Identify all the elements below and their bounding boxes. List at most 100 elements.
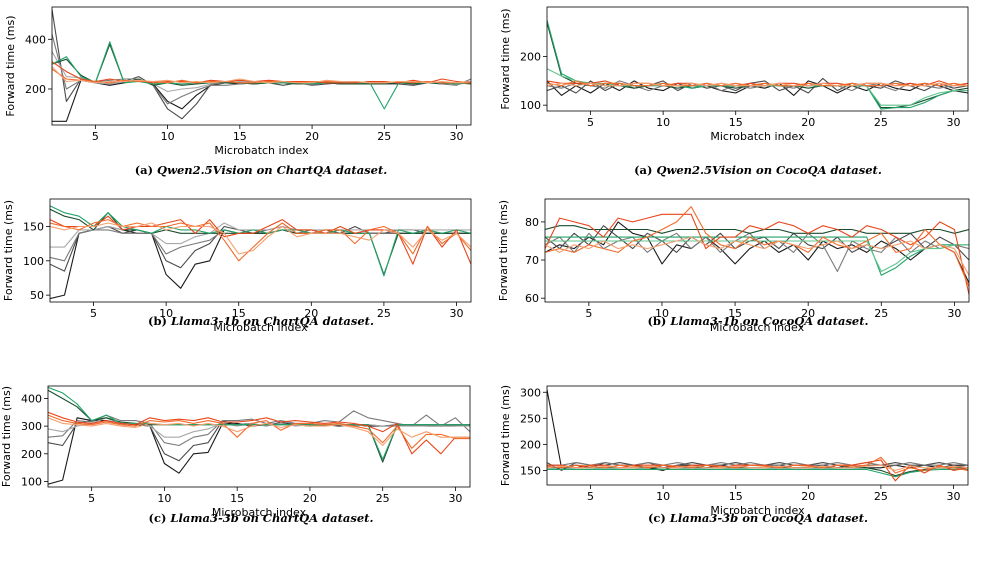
x-tick-label: 10 bbox=[656, 116, 670, 129]
series-line-9 bbox=[547, 82, 968, 87]
y-tick-label: 200 bbox=[21, 448, 42, 461]
x-axis-label: Microbatch index bbox=[212, 506, 307, 519]
y-axis-label: Forward time (ms) bbox=[0, 386, 13, 487]
x-tick-label: 10 bbox=[159, 307, 173, 320]
x-tick-label: 30 bbox=[946, 490, 960, 503]
x-tick-label: 30 bbox=[449, 307, 463, 320]
x-tick-label: 30 bbox=[946, 116, 960, 129]
plot-frame bbox=[49, 198, 472, 303]
x-tick-label: 5 bbox=[585, 307, 592, 320]
series-line-5 bbox=[547, 19, 968, 110]
y-tick-label: 70 bbox=[525, 254, 539, 267]
plot-frame bbox=[51, 6, 472, 126]
subfigure-caption: (a) Qwen2.5Vision on ChartQA dataset. bbox=[135, 163, 388, 177]
x-tick-label: 5 bbox=[88, 492, 95, 505]
y-tick-label: 400 bbox=[21, 392, 42, 405]
series-line-7 bbox=[547, 456, 968, 474]
x-tick-label: 10 bbox=[656, 490, 670, 503]
series-line-7 bbox=[50, 215, 471, 265]
y-tick-label: 200 bbox=[25, 83, 46, 96]
y-axis-label: Forward time (ms) bbox=[497, 200, 510, 301]
series-line-8 bbox=[50, 219, 471, 262]
y-axis-label: Forward time (ms) bbox=[2, 200, 15, 301]
chart-b-cocoqa: 5 10 15 20 25 30 60 70 80 Microbatch index Forward… bbox=[497, 198, 970, 334]
x-tick-label: 10 bbox=[157, 492, 171, 505]
plot-frame bbox=[546, 6, 969, 112]
y-tick-label: 200 bbox=[520, 51, 541, 64]
y-tick-label: 400 bbox=[25, 33, 46, 46]
series-line-6 bbox=[52, 41, 471, 110]
series-line-5 bbox=[545, 236, 969, 276]
x-axis-label: Microbatch index bbox=[710, 321, 805, 334]
x-tick-label: 5 bbox=[587, 490, 594, 503]
series-group bbox=[547, 389, 968, 482]
x-tick-label: 25 bbox=[377, 130, 391, 143]
series-line-3 bbox=[50, 229, 471, 262]
x-axis-label: Microbatch index bbox=[710, 130, 805, 143]
plot-frame bbox=[47, 385, 471, 488]
series-line-7 bbox=[48, 411, 470, 455]
x-tick-label: 30 bbox=[448, 492, 462, 505]
series-line-8 bbox=[545, 206, 969, 287]
series-line-1 bbox=[52, 79, 471, 122]
series-line-3 bbox=[52, 34, 471, 105]
x-tick-label: 20 bbox=[801, 490, 815, 503]
y-axis-label: Forward time (ms) bbox=[499, 385, 512, 486]
x-axis-label: Microbatch index bbox=[710, 504, 805, 517]
x-tick-label: 15 bbox=[728, 307, 742, 320]
y-tick-label: 80 bbox=[525, 216, 539, 229]
x-axis-label: Microbatch index bbox=[214, 144, 309, 157]
series-line-5 bbox=[52, 43, 471, 86]
series-group bbox=[48, 386, 470, 485]
series-group bbox=[547, 19, 968, 110]
x-tick-label: 15 bbox=[729, 116, 743, 129]
series-line-3 bbox=[48, 410, 470, 447]
series-line-1 bbox=[50, 225, 471, 300]
x-tick-label: 20 bbox=[801, 116, 815, 129]
y-axis-label: Forward time (ms) bbox=[499, 8, 512, 109]
plot-frame bbox=[544, 198, 970, 303]
x-tick-label: 15 bbox=[232, 307, 246, 320]
series-line-7 bbox=[545, 213, 969, 295]
series-group bbox=[50, 205, 471, 300]
chart-b-chartqa: 5 10 15 20 25 30 50 100 150 Microbatch index Forwa… bbox=[2, 198, 472, 334]
series-line-1 bbox=[547, 389, 968, 471]
x-tick-label: 25 bbox=[874, 307, 888, 320]
series-line-2 bbox=[52, 9, 471, 120]
x-tick-label: 5 bbox=[90, 307, 97, 320]
series-line-1 bbox=[545, 221, 969, 284]
subfigure-caption: (b) Llama3-1b on CocoQA dataset. bbox=[647, 314, 868, 328]
y-tick-label: 100 bbox=[520, 99, 541, 112]
x-tick-label: 30 bbox=[450, 130, 464, 143]
y-tick-label: 150 bbox=[23, 220, 44, 233]
y-tick-label: 300 bbox=[520, 386, 541, 399]
y-tick-label: 200 bbox=[520, 438, 541, 451]
series-line-9 bbox=[52, 66, 471, 84]
series-line-7 bbox=[52, 61, 471, 84]
y-tick-label: 250 bbox=[520, 412, 541, 425]
series-group bbox=[545, 206, 969, 295]
chart-a-cocoqa: 5 10 15 20 25 30 100 200 Microbatch index Forward… bbox=[499, 6, 969, 177]
x-tick-label: 15 bbox=[233, 130, 247, 143]
chart-c-chartqa: 5 10 15 20 25 30 100 200 300 400 Microbatch index F… bbox=[0, 385, 471, 525]
x-tick-label: 20 bbox=[303, 492, 317, 505]
x-tick-label: 10 bbox=[161, 130, 175, 143]
y-tick-label: 50 bbox=[30, 289, 44, 302]
series-line-4 bbox=[547, 22, 968, 109]
subfigure-caption: (b) Llama3-1b on ChartQA dataset. bbox=[148, 314, 374, 328]
subfigure-caption: (c) Llama3-3b on ChartQA dataset. bbox=[149, 511, 374, 525]
series-line-8 bbox=[547, 80, 968, 87]
series-line-9 bbox=[48, 417, 470, 447]
y-tick-label: 100 bbox=[21, 475, 42, 488]
x-tick-label: 30 bbox=[947, 307, 961, 320]
series-line-3 bbox=[547, 80, 968, 92]
series-line-6 bbox=[50, 205, 471, 277]
y-tick-label: 150 bbox=[520, 464, 541, 477]
x-tick-label: 10 bbox=[655, 307, 669, 320]
series-line-8 bbox=[547, 464, 968, 471]
chart-a-chartqa: 5 10 15 20 25 30 200 400 Microbatch index Forward… bbox=[4, 6, 472, 177]
series-line-9 bbox=[50, 222, 471, 255]
series-line-4 bbox=[545, 225, 969, 234]
series-line-5 bbox=[547, 468, 968, 478]
series-line-9 bbox=[545, 236, 969, 276]
